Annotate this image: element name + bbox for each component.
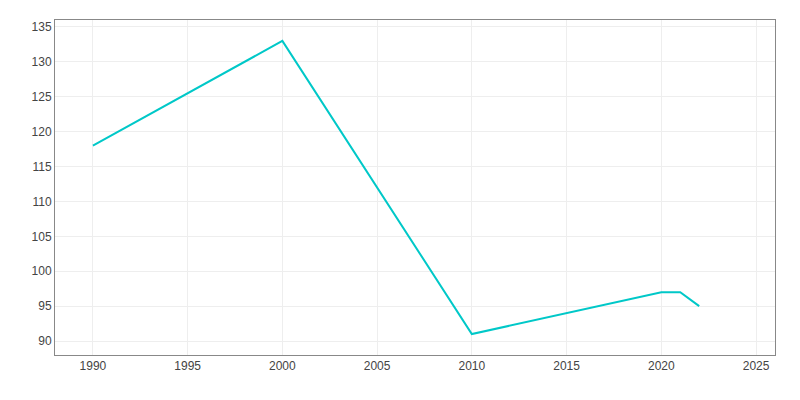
svg-text:2000: 2000 <box>269 359 296 373</box>
svg-text:2020: 2020 <box>648 359 675 373</box>
svg-text:2015: 2015 <box>553 359 580 373</box>
svg-text:1990: 1990 <box>80 359 107 373</box>
svg-text:120: 120 <box>32 125 52 139</box>
svg-text:90: 90 <box>38 334 52 348</box>
svg-text:2010: 2010 <box>458 359 485 373</box>
svg-text:135: 135 <box>32 20 52 34</box>
svg-text:100: 100 <box>32 264 52 278</box>
svg-text:125: 125 <box>32 90 52 104</box>
svg-text:95: 95 <box>38 299 52 313</box>
svg-text:130: 130 <box>32 55 52 69</box>
svg-text:115: 115 <box>32 160 51 174</box>
svg-text:2025: 2025 <box>743 359 770 373</box>
svg-text:1995: 1995 <box>174 359 201 373</box>
svg-text:105: 105 <box>32 230 52 244</box>
svg-text:110: 110 <box>32 195 51 209</box>
svg-text:2005: 2005 <box>364 359 391 373</box>
